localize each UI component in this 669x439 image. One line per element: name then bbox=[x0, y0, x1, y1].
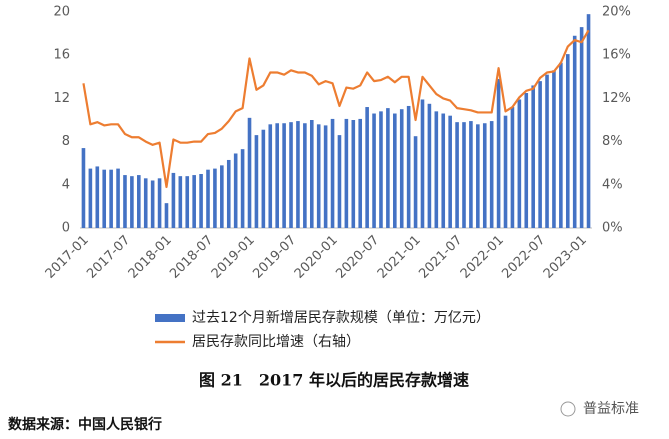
bar bbox=[441, 113, 446, 228]
bar bbox=[137, 175, 141, 228]
bar bbox=[164, 203, 169, 228]
bar bbox=[81, 148, 86, 228]
bar bbox=[399, 109, 404, 228]
bar bbox=[143, 178, 148, 228]
watermark-icon bbox=[560, 401, 576, 417]
bar bbox=[579, 27, 584, 229]
bar bbox=[379, 111, 383, 228]
legend-swatch bbox=[155, 314, 185, 322]
legend-label: 过去12个月新增居民存款规模（单位：万亿元） bbox=[192, 310, 490, 326]
bar bbox=[226, 159, 231, 228]
bar bbox=[406, 105, 411, 228]
y2-tick-label: 8% bbox=[602, 134, 623, 149]
bar bbox=[282, 123, 286, 228]
bar bbox=[344, 118, 349, 228]
bar bbox=[586, 14, 591, 228]
y-tick-label: 16 bbox=[53, 48, 70, 63]
bar bbox=[316, 124, 321, 228]
bar bbox=[517, 99, 522, 228]
bar bbox=[123, 175, 127, 228]
y-tick-label: 8 bbox=[62, 134, 70, 149]
bar bbox=[420, 99, 425, 228]
bar bbox=[503, 115, 508, 228]
bar bbox=[296, 121, 300, 228]
source: 数据来源：中国人民银行 bbox=[8, 416, 162, 433]
bar bbox=[552, 70, 556, 228]
bar bbox=[220, 165, 224, 228]
bar bbox=[150, 180, 155, 228]
bar bbox=[393, 113, 397, 228]
legend-label: 居民存款同比增速（右轴） bbox=[192, 334, 360, 350]
bar bbox=[261, 129, 266, 228]
bar bbox=[330, 118, 335, 228]
y2-tick-label: 12% bbox=[602, 91, 631, 106]
bar bbox=[565, 54, 570, 229]
bar bbox=[482, 123, 487, 228]
bar bbox=[116, 168, 120, 228]
bar bbox=[178, 176, 183, 228]
bar bbox=[199, 174, 203, 228]
bar bbox=[476, 124, 480, 228]
bar bbox=[254, 135, 259, 228]
line bbox=[82, 29, 590, 189]
bar bbox=[109, 169, 113, 228]
bar bbox=[365, 107, 369, 228]
bar bbox=[213, 168, 217, 228]
chart-title: 图 21 2017 年以后的居民存款增速 bbox=[199, 371, 469, 390]
bar bbox=[102, 169, 107, 228]
bar bbox=[185, 176, 190, 228]
bar bbox=[538, 81, 542, 229]
bar bbox=[462, 122, 466, 228]
bar bbox=[489, 121, 494, 228]
bar bbox=[309, 120, 314, 228]
y-tick-label: 0 bbox=[62, 221, 70, 236]
bar bbox=[240, 149, 245, 228]
bar bbox=[469, 121, 473, 228]
bar bbox=[372, 113, 376, 228]
bar bbox=[510, 107, 515, 228]
bar bbox=[206, 169, 210, 228]
bar bbox=[323, 125, 328, 228]
bar bbox=[455, 122, 459, 228]
bar bbox=[289, 122, 293, 228]
bar bbox=[559, 62, 563, 229]
bar bbox=[268, 124, 273, 228]
y2-tick-label: 16% bbox=[602, 48, 631, 63]
bar bbox=[233, 153, 238, 228]
bar bbox=[337, 135, 342, 228]
bar bbox=[358, 118, 363, 228]
bar bbox=[157, 178, 162, 228]
y2-tick-label: 4% bbox=[602, 177, 623, 192]
bar bbox=[434, 111, 439, 228]
bar bbox=[247, 117, 252, 228]
bar bbox=[413, 136, 418, 228]
bar bbox=[95, 166, 100, 228]
bar bbox=[130, 176, 134, 228]
bar bbox=[496, 78, 501, 229]
bar bbox=[524, 93, 529, 228]
bar bbox=[572, 35, 577, 229]
watermark: 普益标准 bbox=[583, 401, 639, 417]
y-tick-label: 12 bbox=[53, 91, 70, 106]
y2-tick-label: 20% bbox=[602, 5, 631, 20]
bar bbox=[275, 123, 279, 228]
bar bbox=[303, 123, 307, 228]
bar bbox=[448, 115, 452, 228]
bar bbox=[531, 85, 535, 228]
y-tick-label: 20 bbox=[53, 5, 70, 20]
bar bbox=[386, 108, 390, 228]
bar bbox=[545, 74, 549, 228]
bar bbox=[192, 175, 196, 228]
bar bbox=[88, 168, 93, 228]
bar bbox=[351, 120, 356, 228]
y2-tick-label: 0% bbox=[602, 221, 623, 236]
bar bbox=[171, 172, 176, 228]
bar bbox=[427, 103, 432, 228]
y-tick-label: 4 bbox=[62, 177, 70, 192]
